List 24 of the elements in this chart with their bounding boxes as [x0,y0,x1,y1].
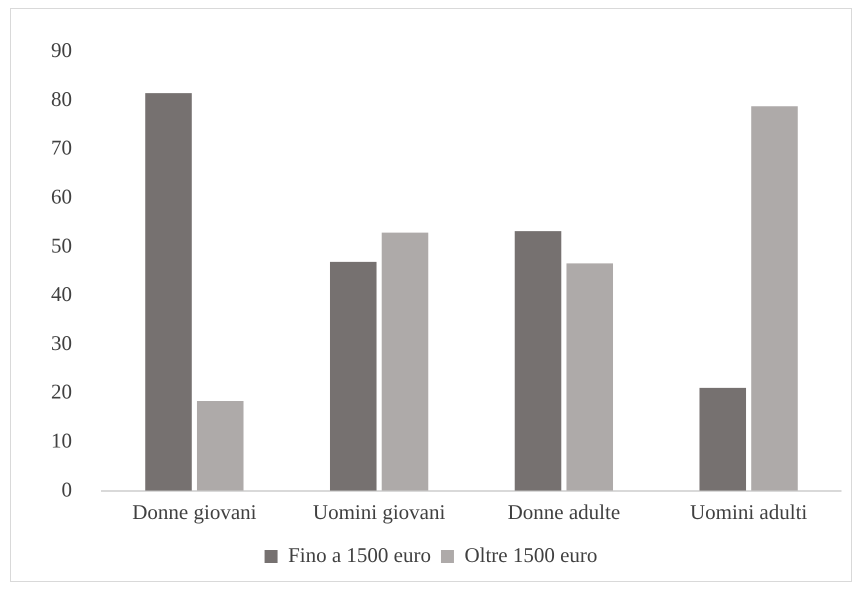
bar [330,262,377,491]
y-tick-label: 80 [51,86,72,111]
x-tick-label: Uomini giovani [312,500,446,524]
bar [514,231,562,491]
y-tick-label: 0 [62,477,72,502]
y-tick-label: 50 [51,233,72,258]
y-tick-label: 60 [51,184,72,209]
bar [196,401,244,491]
x-tick-label: Uomini adulti [690,500,808,524]
bar [382,232,428,491]
y-tick-label: 30 [51,330,72,355]
y-tick-label: 90 [51,38,72,62]
bar [145,93,192,491]
x-tick-label: Donne giovani [132,500,257,524]
legend-label: Oltre 1500 euro [464,543,598,568]
y-tick-label: 20 [51,380,72,404]
legend-label: Fino a 1500 euro [288,543,431,568]
x-tick-label: Donne adulte [508,500,620,524]
bar [566,263,614,491]
y-tick-label: 70 [51,136,72,160]
y-tick-label: 10 [51,428,72,453]
y-tick-label: 40 [51,282,72,306]
bar [751,106,798,491]
bar [699,388,746,491]
